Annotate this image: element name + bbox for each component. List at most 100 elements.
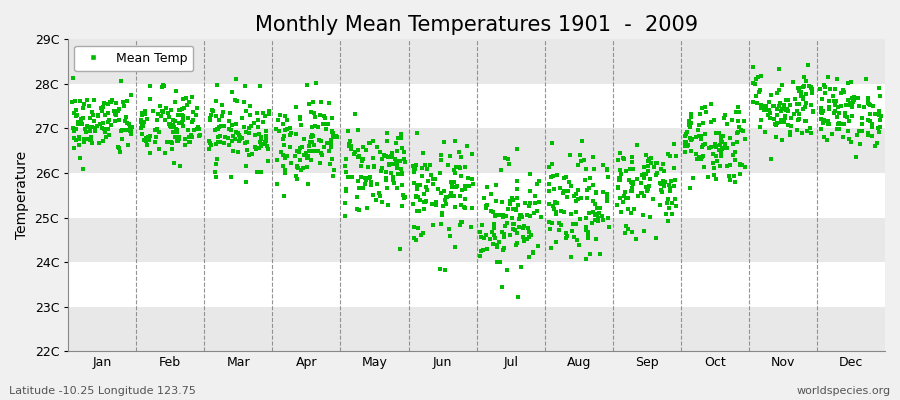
Point	[283, 144, 297, 150]
Point	[694, 156, 708, 162]
Point	[304, 148, 319, 154]
Point	[171, 111, 185, 118]
Bar	[68, 262, 885, 306]
Point	[814, 126, 828, 132]
Point	[783, 128, 797, 135]
Point	[293, 115, 308, 122]
Point	[90, 123, 104, 129]
Point	[176, 123, 190, 129]
Point	[623, 166, 637, 172]
Point	[487, 224, 501, 231]
Point	[170, 128, 184, 135]
Point	[346, 151, 361, 157]
Point	[390, 160, 404, 166]
Point	[152, 129, 166, 136]
Text: Latitude -10.25 Longitude 123.75: Latitude -10.25 Longitude 123.75	[9, 386, 196, 396]
Point	[780, 122, 795, 128]
Point	[834, 90, 849, 96]
Point	[170, 137, 184, 144]
Point	[639, 188, 653, 194]
Point	[715, 132, 729, 139]
Point	[523, 213, 537, 219]
Point	[112, 106, 126, 112]
Point	[67, 144, 81, 151]
Point	[511, 294, 526, 300]
Point	[500, 267, 514, 274]
Point	[646, 164, 661, 170]
Point	[649, 172, 663, 178]
Point	[484, 191, 499, 198]
Point	[115, 99, 130, 106]
Point	[569, 208, 583, 215]
Point	[138, 111, 152, 118]
Point	[143, 149, 157, 156]
Point	[458, 196, 473, 202]
Point	[292, 149, 307, 155]
Point	[238, 129, 253, 136]
Point	[767, 103, 781, 109]
Point	[119, 114, 133, 120]
Point	[252, 131, 266, 137]
Point	[301, 153, 315, 159]
Point	[566, 193, 580, 199]
Point	[697, 164, 711, 170]
Point	[387, 180, 401, 186]
Point	[696, 120, 710, 126]
Point	[792, 101, 806, 107]
Point	[364, 179, 378, 186]
Point	[664, 178, 679, 184]
Point	[438, 267, 453, 273]
Point	[66, 74, 80, 81]
Point	[312, 137, 327, 144]
Point	[457, 183, 472, 190]
Point	[814, 86, 828, 92]
Point	[696, 141, 710, 148]
Point	[789, 127, 804, 134]
Point	[308, 123, 322, 130]
Point	[426, 176, 440, 183]
Point	[792, 85, 806, 92]
Point	[595, 212, 609, 219]
Point	[794, 92, 808, 99]
Point	[149, 126, 164, 132]
Point	[568, 221, 582, 228]
Point	[525, 232, 539, 239]
Point	[307, 142, 321, 148]
Point	[209, 160, 223, 167]
Point	[683, 184, 698, 191]
Point	[108, 110, 122, 117]
Point	[618, 168, 633, 174]
Point	[294, 166, 309, 173]
Point	[304, 123, 319, 130]
Point	[716, 133, 730, 140]
Point	[842, 102, 856, 108]
Point	[722, 172, 736, 179]
Point	[135, 112, 149, 118]
Point	[781, 97, 796, 103]
Point	[841, 128, 855, 134]
Point	[775, 117, 789, 124]
Point	[836, 121, 850, 127]
Point	[351, 207, 365, 214]
Point	[792, 88, 806, 94]
Point	[158, 150, 172, 156]
Point	[84, 136, 98, 142]
Point	[799, 118, 814, 125]
Point	[253, 83, 267, 90]
Point	[580, 187, 594, 193]
Point	[420, 187, 435, 193]
Point	[74, 116, 88, 122]
Point	[165, 146, 179, 152]
Point	[164, 123, 178, 130]
Point	[115, 127, 130, 133]
Point	[312, 160, 327, 166]
Point	[506, 206, 520, 212]
Point	[798, 104, 813, 110]
Point	[510, 146, 525, 153]
Point	[775, 106, 789, 112]
Point	[625, 188, 639, 194]
Point	[574, 138, 589, 144]
Point	[829, 98, 843, 104]
Point	[112, 117, 126, 123]
Point	[580, 232, 595, 238]
